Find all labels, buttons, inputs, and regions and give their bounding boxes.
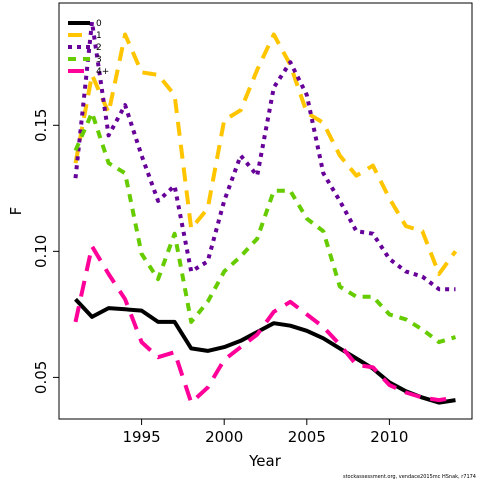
y-axis-title: F <box>7 207 25 216</box>
legend-label-2: 2 <box>96 43 102 53</box>
y-axis: 0.05 0.10 0.15 <box>32 109 59 394</box>
legend-label-3: 3 <box>96 55 102 65</box>
series-line-0 <box>74 297 456 405</box>
x-tick-label-2: 2005 <box>288 428 326 446</box>
series-line-3 <box>73 110 457 345</box>
series-line-1 <box>73 32 458 276</box>
legend-label-1: 1 <box>96 31 102 41</box>
series-line-2 <box>73 19 456 292</box>
series-line-4 <box>73 244 456 405</box>
legend-label-4: 4+ <box>96 67 109 77</box>
x-tick-label-0: 1995 <box>123 428 161 446</box>
x-axis-title: Year <box>248 452 282 470</box>
y-tick-label-0: 0.05 <box>32 361 50 394</box>
x-tick-label-3: 2010 <box>370 428 408 446</box>
plot-lines <box>73 19 458 405</box>
source-note: stockassessment.org, vendace2015mc HSnak… <box>343 474 476 480</box>
y-tick-label-1: 0.10 <box>32 235 50 268</box>
y-tick-label-2: 0.15 <box>32 109 50 142</box>
x-axis: 1995 2000 2005 2010 <box>123 419 408 446</box>
legend: 0 1 2 3 4+ <box>68 19 109 77</box>
x-tick-label-1: 2000 <box>205 428 243 446</box>
plot-frame <box>58 2 473 420</box>
legend-label-0: 0 <box>96 19 102 29</box>
